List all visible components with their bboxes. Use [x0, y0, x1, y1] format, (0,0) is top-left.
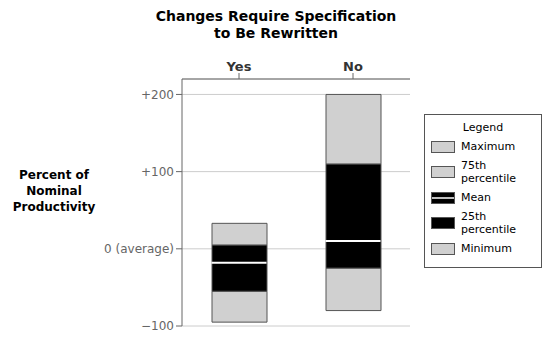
html-text:Nominal: Nominal	[26, 184, 82, 198]
html-text:Percent of: Percent of	[19, 168, 89, 182]
svg-text:0 (average): 0 (average)	[104, 242, 174, 256]
svg-text:No: No	[343, 59, 363, 74]
svg-text:−100: −100	[141, 319, 174, 333]
html-text:75th percentile: 75th percentile	[461, 159, 516, 185]
html-text:Minimum: Minimum	[461, 242, 512, 255]
html-text:to Be Rewritten: to Be Rewritten	[214, 25, 338, 41]
html-text:Maximum: Maximum	[461, 140, 516, 153]
html-text:Legend: Legend	[462, 121, 504, 134]
svg-text:+200: +200	[141, 88, 174, 102]
svg-text:+100: +100	[141, 165, 174, 179]
html-text:Mean: Mean	[461, 191, 491, 204]
html-text:25th percentile: 25th percentile	[461, 210, 516, 236]
html-text:Changes Require Specification: Changes Require Specification	[155, 8, 397, 24]
svg-text:Yes: Yes	[226, 59, 252, 74]
html-text:Productivity: Productivity	[12, 200, 96, 214]
